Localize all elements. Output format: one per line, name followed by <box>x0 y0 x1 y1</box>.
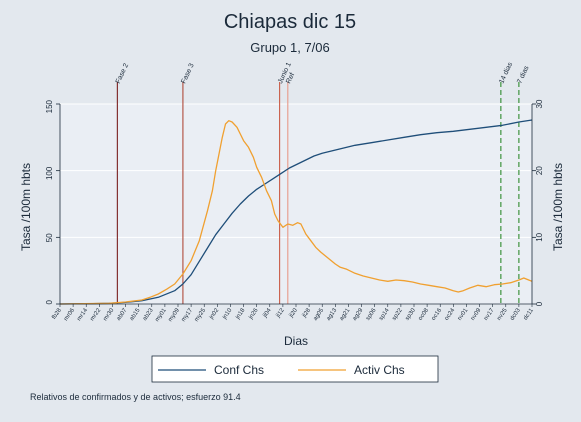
y-tick-label-left: 50 <box>45 233 54 242</box>
legend-box <box>151 355 439 383</box>
x-axis-label: Dias <box>284 334 308 348</box>
chart-note: Relativos de confirmados y de activos; e… <box>30 392 241 402</box>
y-tick-label-left: 100 <box>45 166 54 180</box>
x-tick-label: jl12 <box>275 307 286 319</box>
series-layer <box>59 119 533 305</box>
legend-label-conf: Conf Chs <box>214 363 264 377</box>
chart-subtitle: Grupo 1, 7/06 <box>250 40 330 55</box>
chart-title: Chiapas dic 15 <box>224 11 356 33</box>
y-axis-label-left: Tasa /100m hbts <box>19 163 33 251</box>
series-line-conf-chs <box>59 119 533 305</box>
x-tick-label: jl20 <box>288 307 299 319</box>
y-tick-label-right: 10 <box>535 232 544 241</box>
legend: Conf Chs Activ Chs <box>151 355 439 383</box>
y-tick-label-left: 150 <box>45 99 54 113</box>
x-tick-label: jl04 <box>262 307 273 319</box>
x-tick-label: jl28 <box>301 307 312 319</box>
vline-label: Ref <box>285 72 296 85</box>
legend-label-activ: Activ Chs <box>354 363 405 377</box>
x-tick-label: fb28 <box>51 307 63 321</box>
series-line-activ-chs <box>59 120 533 305</box>
y-axis-label-right: Tasa /100m hbts <box>551 163 565 251</box>
y-tick-label-left: 0 <box>45 299 54 304</box>
y-tick-label-right: 30 <box>535 99 544 108</box>
y-tick-label-right: 0 <box>535 301 544 306</box>
y-tick-label-right: 20 <box>535 166 544 175</box>
plot-area <box>60 104 532 304</box>
